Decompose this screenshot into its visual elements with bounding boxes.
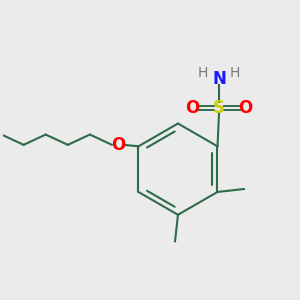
Text: H: H [198, 66, 208, 80]
Text: S: S [213, 99, 225, 117]
Text: O: O [111, 136, 125, 154]
Text: O: O [185, 99, 200, 117]
Text: H: H [230, 66, 240, 80]
Text: N: N [212, 70, 226, 88]
Text: O: O [238, 99, 253, 117]
